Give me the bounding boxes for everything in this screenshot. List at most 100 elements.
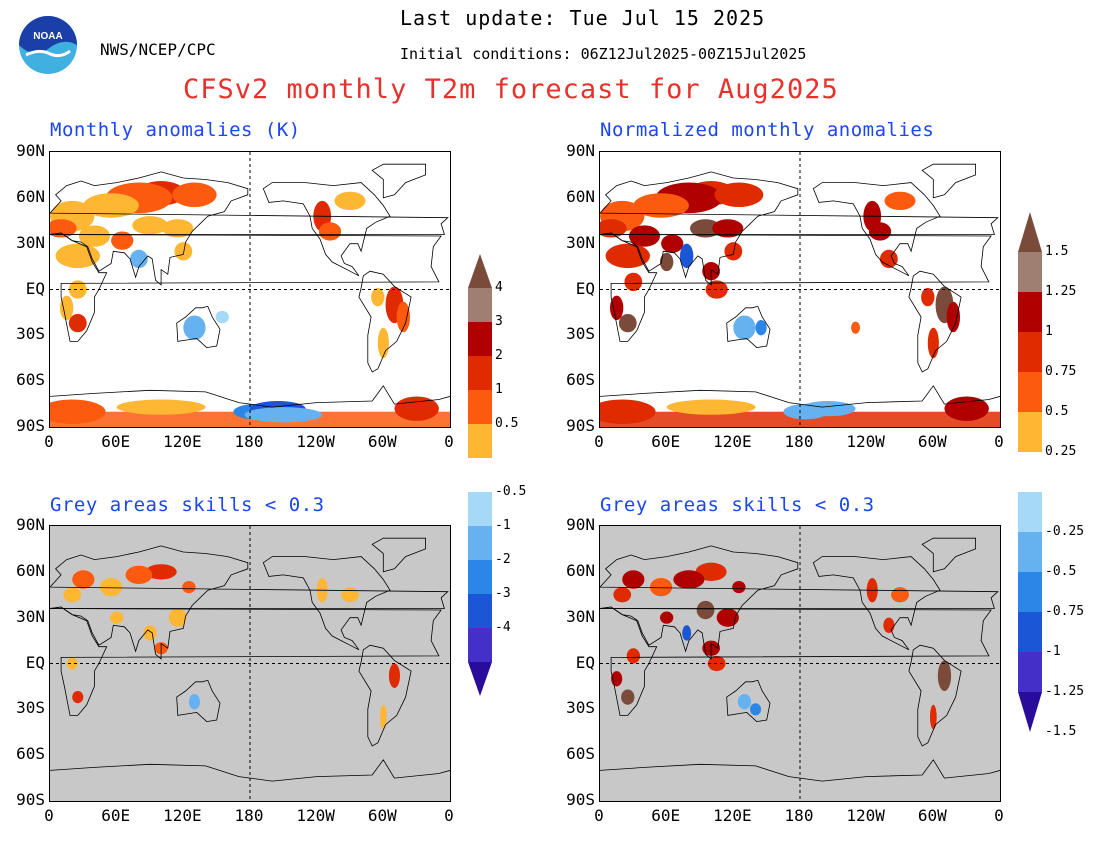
lon-label: 180 xyxy=(234,806,264,825)
lat-label: 90N xyxy=(566,141,595,160)
lon-label: 0 xyxy=(994,432,1004,451)
colorbar-swatch xyxy=(468,356,492,390)
anomaly-region xyxy=(396,301,411,333)
lon-label: 0 xyxy=(444,806,454,825)
colorbar-label-normalized: -1.25 xyxy=(1045,684,1085,699)
colorbar-label-normalized: 0.75 xyxy=(1045,364,1077,379)
lon-label: 120E xyxy=(163,432,202,451)
anomaly-region xyxy=(174,242,193,261)
noaa-logo-text: NOAA xyxy=(33,31,62,42)
coastline-namerica xyxy=(812,556,941,651)
anomaly-region xyxy=(633,193,689,218)
lon-label: 0 xyxy=(594,806,604,825)
antarctic-band xyxy=(600,411,1000,427)
colorbar-label-normalized: -0.5 xyxy=(1045,564,1077,579)
lon-label: 120W xyxy=(846,806,885,825)
colorbar-swatch xyxy=(468,526,492,560)
lat-label: 60N xyxy=(566,186,595,206)
lon-label: 0 xyxy=(44,806,54,825)
coastline-australia xyxy=(176,305,221,349)
anomaly-region xyxy=(666,399,756,415)
colorbar-label-anomalies: -0.5 xyxy=(495,484,527,499)
anomaly-region xyxy=(613,587,632,603)
anomaly-region xyxy=(883,617,895,633)
lat-label: 30N xyxy=(566,606,595,626)
anomaly-region xyxy=(100,577,123,597)
lat-label: 30S xyxy=(566,698,595,718)
coastline-samerica xyxy=(908,270,962,373)
colorbar-bottom-triangle xyxy=(468,662,492,696)
lat-label: EQ xyxy=(575,652,595,672)
anomaly-region xyxy=(673,570,705,589)
anomaly-region xyxy=(130,249,148,269)
lat-label: EQ xyxy=(25,652,45,672)
anomaly-region xyxy=(600,219,627,238)
colorbar-label-anomalies: -3 xyxy=(495,586,511,601)
lat-label: EQ xyxy=(25,278,45,298)
colorbar-top-triangle xyxy=(468,254,492,288)
anomaly-region xyxy=(341,587,359,603)
map-normalized-skill xyxy=(599,525,1001,802)
colorbar-swatch xyxy=(1018,372,1042,412)
anomaly-region xyxy=(68,313,87,333)
coastline-australia xyxy=(726,679,771,723)
colorbar-swatch xyxy=(1018,532,1042,572)
colorbar-swatch xyxy=(468,560,492,594)
colorbar-swatch xyxy=(468,628,492,662)
colorbar-label-normalized: -0.25 xyxy=(1045,524,1085,539)
anomaly-region xyxy=(143,625,157,641)
lat-label: 90N xyxy=(16,515,45,534)
coastline-namerica xyxy=(262,182,391,277)
antarctic-band xyxy=(50,411,450,427)
anomaly-region xyxy=(714,182,764,207)
lat-label: 60S xyxy=(566,370,595,390)
coastline-namerica xyxy=(812,182,941,277)
lat-label: 30S xyxy=(16,324,45,344)
lat-label: 60S xyxy=(566,744,595,764)
lon-label: 0 xyxy=(994,806,1004,825)
lat-label: 30S xyxy=(566,324,595,344)
colorbar-swatch xyxy=(1018,332,1042,372)
coastline-europe_asia xyxy=(600,545,999,660)
colorbar-label-anomalies: 3 xyxy=(495,314,503,329)
anomaly-region xyxy=(851,321,860,334)
anomaly-region xyxy=(650,577,673,597)
colorbar-swatch xyxy=(1018,612,1042,652)
coastline-samerica xyxy=(358,644,412,747)
lat-label: 60S xyxy=(16,370,45,390)
anomaly-region xyxy=(63,587,82,603)
anomaly-region xyxy=(60,295,74,321)
lat-label: 60N xyxy=(16,560,45,580)
lon-label: 180 xyxy=(784,806,814,825)
coastline-greenland xyxy=(921,537,977,573)
anomaly-region xyxy=(388,663,401,688)
colorbar-swatch xyxy=(1018,452,1042,492)
colorbar-swatch xyxy=(468,594,492,628)
coastline-samerica xyxy=(358,270,412,373)
panel-title-anomalies-skill: Grey areas skills < 0.3 xyxy=(50,494,325,516)
anomaly-region xyxy=(125,565,153,585)
anomaly-region xyxy=(750,703,762,716)
anomaly-region xyxy=(921,287,935,307)
coastline-antarctica xyxy=(600,385,1000,408)
coastline-africa xyxy=(50,232,442,342)
colorbar-swatch xyxy=(1018,412,1042,452)
colorbar-label-anomalies: -4 xyxy=(495,620,511,635)
agency-label: NWS/NCEP/CPC xyxy=(100,40,216,59)
anomaly-region xyxy=(732,581,746,594)
anomaly-region xyxy=(110,611,124,624)
anomaly-region xyxy=(182,581,196,594)
colorbar-label-normalized: -1 xyxy=(1045,644,1061,659)
noaa-logo: NOAA xyxy=(19,16,77,74)
anomaly-region xyxy=(755,320,767,336)
colorbar-swatch xyxy=(468,322,492,356)
coastline-greenland xyxy=(371,163,427,199)
anomaly-region xyxy=(318,222,342,241)
lon-label: 120E xyxy=(713,432,752,451)
last-update-text: Last update: Tue Jul 15 2025 xyxy=(400,6,766,30)
lat-label: 90N xyxy=(566,515,595,534)
anomaly-region xyxy=(172,182,217,207)
coastline-namerica xyxy=(262,556,391,651)
lon-label: 180 xyxy=(784,432,814,451)
anomaly-region xyxy=(927,327,939,359)
